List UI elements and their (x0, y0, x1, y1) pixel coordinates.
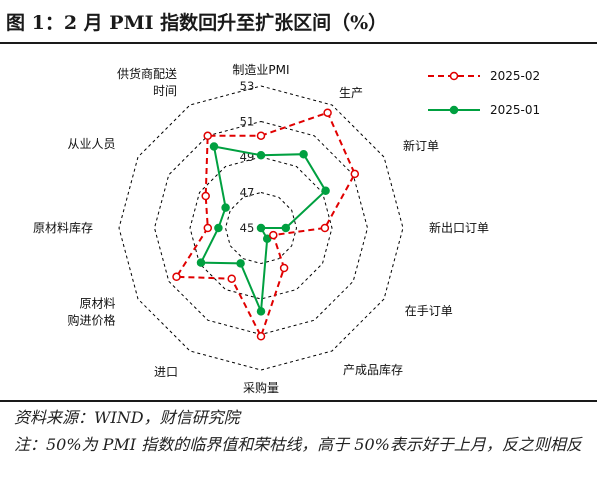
axis-label: 在手订单 (405, 304, 453, 318)
axis-label-line: 新订单 (403, 138, 439, 153)
tick-label: 53 (240, 79, 255, 93)
axis-label-line: 原材料库存 (33, 220, 93, 235)
axis-label: 从业人员 (67, 137, 115, 151)
tick-label: 51 (240, 115, 255, 129)
axis-label-line: 时间 (153, 84, 177, 98)
data-point (281, 223, 291, 233)
legend-marker-2025-01 (449, 105, 459, 115)
legend-label-2025-02: 2025-02 (490, 69, 540, 83)
series-line-2025-02 (174, 111, 356, 339)
data-point (299, 149, 308, 159)
top-rule (0, 42, 597, 44)
tick-label: 45 (240, 221, 255, 235)
data-point (323, 108, 332, 117)
axis-label: 制造业PMI (232, 63, 289, 77)
data-point (256, 131, 266, 140)
data-point (203, 131, 212, 141)
data-point (201, 191, 210, 201)
axis-label-line: 供货商配送 (117, 66, 177, 81)
axis-label-line: 采购量 (243, 380, 279, 395)
series-layer (172, 108, 360, 341)
axis-label-line: 从业人员 (67, 137, 115, 151)
source-note: 资料来源：WIND，财信研究院 (14, 408, 240, 427)
legend: 2025-02 2025-01 (428, 69, 540, 117)
data-point (236, 259, 245, 268)
data-point (256, 150, 266, 160)
axis-label-line: 新出口订单 (429, 220, 489, 235)
axis-label: 原材料库存 (33, 220, 93, 235)
axis-label-line: 进口 (154, 365, 178, 379)
data-point (320, 223, 330, 233)
axis-label: 进口 (154, 365, 178, 379)
data-point (256, 307, 266, 316)
data-point (172, 272, 181, 282)
axis-label: 新出口订单 (429, 220, 489, 235)
data-point (321, 186, 330, 195)
axis-label-line: 制造业PMI (232, 63, 289, 77)
data-point (279, 263, 289, 273)
axis-label: 生产 (339, 86, 363, 100)
data-point (221, 203, 230, 212)
data-point (256, 223, 266, 233)
data-point (256, 332, 266, 341)
axis-label: 采购量 (243, 380, 279, 395)
axis-label-line: 产成品库存 (343, 362, 403, 377)
data-point (350, 169, 360, 179)
legend-marker-2025-02 (449, 71, 459, 81)
series-2025-02 (172, 108, 360, 341)
footnote: 注：50%为 PMI 指数的临界值和荣枯线，高于 50%表示好于上月，反之则相反 (14, 435, 582, 454)
data-point (203, 223, 213, 233)
axis-label-line: 购进价格 (67, 313, 115, 328)
tick-label: 47 (240, 186, 255, 200)
axis-label-line: 原材料 (79, 297, 115, 311)
data-point (269, 230, 278, 240)
series-2025-01 (196, 142, 330, 316)
axis-label: 新订单 (403, 138, 439, 153)
legend-label-2025-01: 2025-01 (490, 103, 540, 117)
figure-title: 图 1：2 月 PMI 指数回升至扩张区间（%） (6, 12, 388, 34)
data-point (227, 274, 236, 283)
axis-label-line: 在手订单 (405, 304, 453, 318)
axis-labels: 制造业PMI生产新订单新出口订单在手订单产成品库存采购量进口原材料购进价格原材料… (33, 63, 489, 395)
data-point (214, 223, 223, 233)
data-point (209, 142, 219, 151)
bottom-rule (0, 400, 597, 402)
data-point (262, 234, 272, 244)
data-point (196, 258, 206, 267)
axis-label: 产成品库存 (343, 362, 403, 377)
grid-ring-47 (224, 191, 298, 265)
axis-label-line: 生产 (339, 86, 363, 100)
